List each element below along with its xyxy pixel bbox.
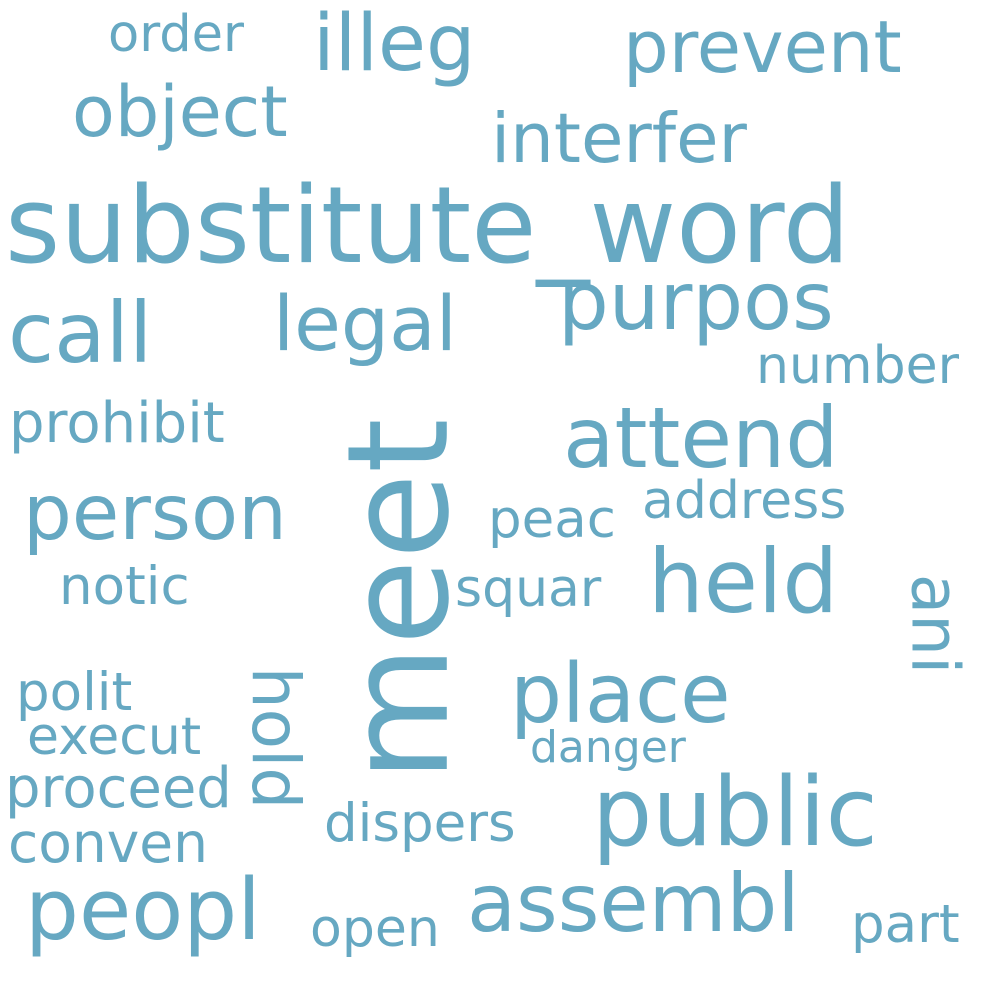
word-number: number — [756, 336, 959, 396]
word-legal: legal — [273, 279, 457, 368]
word-address: address — [642, 471, 847, 531]
word-prevent: prevent — [623, 5, 902, 89]
word-notic: notic — [59, 556, 190, 617]
word-peopl: peopl — [25, 861, 261, 960]
word-interfer: interfer — [491, 99, 747, 179]
word-prohibit: prohibit — [9, 391, 225, 456]
word-danger: danger — [530, 722, 686, 773]
word-purpos: purpos — [558, 255, 834, 348]
word-place: place — [510, 647, 731, 742]
word-assembl: assembl — [467, 857, 800, 950]
word-illeg: illeg — [313, 0, 476, 89]
word-polit: polit — [16, 662, 133, 723]
word-open: open — [310, 899, 440, 959]
word-order: order — [108, 5, 244, 64]
word-ani: ani — [896, 573, 974, 675]
word-person: person — [23, 469, 287, 558]
word-part: part — [851, 894, 960, 955]
word-attend: attend — [563, 389, 839, 487]
word-execut: execut — [27, 707, 202, 767]
word-public: public — [592, 758, 878, 868]
word-call: call — [8, 284, 153, 382]
word-conven: conven — [8, 811, 208, 875]
word-squar: squar — [455, 559, 602, 619]
word-object: object — [72, 71, 288, 153]
word-held: held — [648, 530, 839, 633]
word-substitute-word: substitute_word — [5, 164, 850, 287]
word-peac: peac — [488, 489, 616, 550]
word-meet: meet — [317, 418, 481, 782]
word-dispers: dispers — [324, 793, 516, 854]
word-proceed: proceed — [5, 756, 232, 821]
word-hold: hold — [237, 666, 315, 810]
